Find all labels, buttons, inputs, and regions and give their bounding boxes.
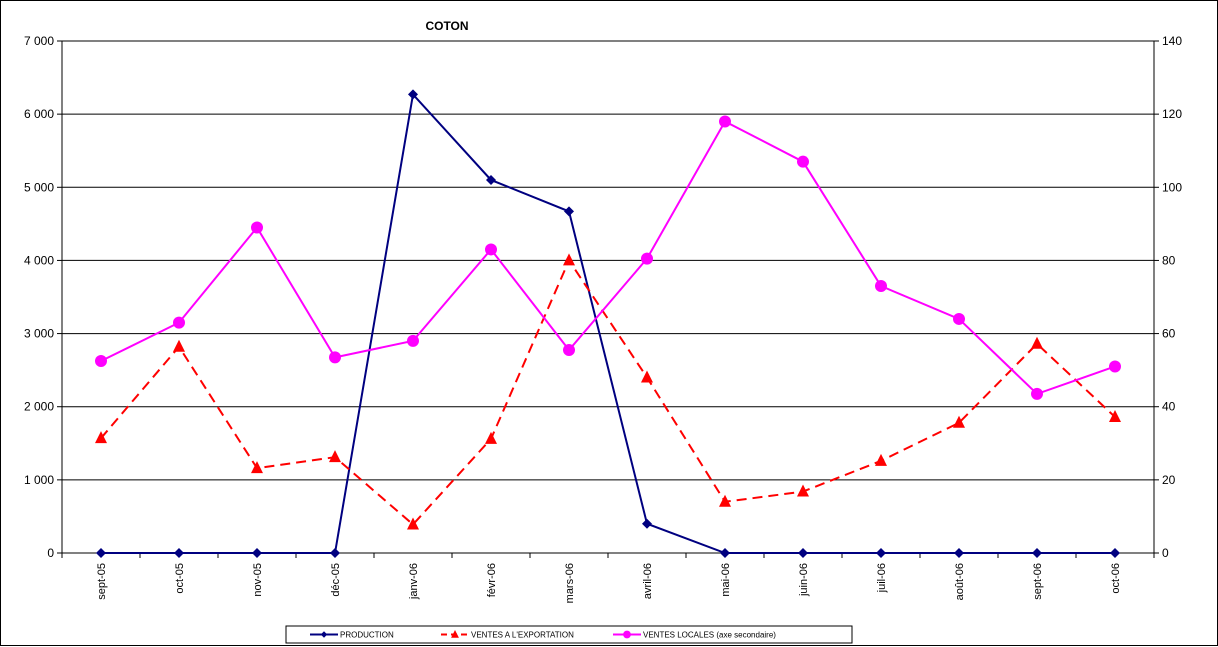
y-right-tick-label: 40 — [1162, 400, 1176, 414]
data-point — [251, 461, 263, 474]
data-point — [1031, 336, 1043, 349]
legend-label: VENTES A L'EXPORTATION — [471, 631, 574, 640]
x-tick-label: janv-06 — [408, 563, 420, 600]
legend-marker — [623, 630, 631, 639]
y-right-tick-label: 20 — [1162, 473, 1176, 487]
data-point — [486, 174, 496, 185]
gridlines — [61, 40, 1155, 554]
series-line — [100, 258, 1116, 526]
x-tick-label: mars-06 — [564, 563, 576, 603]
x-tick-label: sept-06 — [1032, 563, 1044, 600]
axes — [57, 40, 1159, 558]
data-point — [95, 355, 107, 367]
x-tick-label: août-06 — [954, 563, 966, 600]
x-tick-label: nov-05 — [252, 563, 264, 597]
legend-label: PRODUCTION — [340, 631, 394, 640]
chart-title: COTON — [425, 19, 468, 33]
data-point — [95, 431, 107, 444]
data-point — [485, 243, 497, 256]
data-point — [953, 415, 965, 428]
x-tick-label: juin-06 — [798, 563, 810, 597]
legend-marker — [451, 629, 459, 638]
data-point — [173, 339, 185, 352]
x-tick-label: déc-05 — [330, 563, 342, 597]
data-point — [797, 484, 809, 497]
data-point — [797, 155, 809, 168]
series-production — [96, 89, 1120, 558]
data-point — [641, 370, 653, 383]
data-point — [954, 548, 964, 558]
series-line — [101, 92, 1115, 554]
data-point — [1110, 548, 1120, 558]
data-point — [719, 494, 731, 507]
series-ventes-a-l-exportation — [95, 253, 1121, 530]
y-left-tick-label: 6 000 — [24, 107, 54, 121]
data-point — [1109, 360, 1121, 373]
data-point — [329, 351, 341, 364]
data-point — [407, 517, 419, 530]
y-left-tick-label: 4 000 — [24, 253, 54, 267]
data-point — [564, 206, 574, 217]
data-point — [329, 450, 341, 463]
data-point — [251, 221, 263, 234]
series-line — [100, 120, 1116, 396]
data-point — [563, 253, 575, 266]
data-point — [563, 344, 575, 357]
data-point — [96, 548, 106, 558]
data-point — [252, 548, 262, 558]
data-point — [875, 280, 887, 293]
y-left-tick-label: 3 000 — [24, 327, 54, 341]
y-right-tick-label: 140 — [1162, 34, 1182, 48]
x-tick-label: sept-05 — [96, 563, 108, 600]
y-right-tick-label: 100 — [1162, 180, 1182, 194]
x-tick-label: mai-06 — [720, 563, 732, 597]
y-left-tick-label: 1 000 — [24, 473, 54, 487]
y-left-tick-label: 5 000 — [24, 180, 54, 194]
series-layer — [95, 89, 1121, 558]
data-point — [876, 548, 886, 558]
data-point — [485, 431, 497, 444]
x-tick-label: juil-06 — [876, 563, 888, 593]
data-point — [642, 518, 652, 529]
y-left-tick-label: 2 000 — [24, 400, 54, 414]
plot-area — [61, 40, 1155, 554]
y-right-tick-label: 80 — [1162, 253, 1176, 267]
y-left-tick-label: 7 000 — [24, 34, 54, 48]
data-point — [174, 548, 184, 558]
tick-labels: 0 1 000 2 000 3 000 4 000 5 000 6 000 7 000 0 20 4… — [24, 34, 1182, 603]
data-point — [641, 252, 653, 265]
data-point — [330, 548, 340, 558]
y-right-tick-label: 0 — [1162, 546, 1169, 560]
data-point — [1109, 409, 1121, 422]
data-point — [953, 312, 965, 325]
legend: PRODUCTION VENTES A L'EXPORTATION VENTES L… — [285, 625, 853, 644]
x-tick-label: févr-06 — [486, 563, 498, 597]
data-point — [798, 548, 808, 558]
series-ventes-locales-axe-secondaire — [95, 115, 1121, 400]
data-point — [408, 89, 418, 100]
x-tick-label: avril-06 — [642, 563, 654, 599]
legend-box — [285, 625, 853, 644]
data-point — [407, 334, 419, 347]
legend-label: VENTES LOCALES (axe secondaire) — [643, 631, 776, 640]
data-point — [875, 453, 887, 466]
data-point — [719, 115, 731, 128]
y-right-tick-label: 60 — [1162, 327, 1176, 341]
data-point — [720, 548, 730, 558]
y-left-tick-label: 0 — [47, 546, 54, 560]
y-right-tick-label: 120 — [1162, 107, 1182, 121]
data-point — [1031, 387, 1043, 400]
x-tick-label: oct-06 — [1110, 563, 1122, 594]
legend-marker — [320, 631, 328, 638]
data-point — [173, 316, 185, 329]
data-point — [1032, 548, 1042, 558]
x-tick-label: oct-05 — [174, 563, 186, 594]
